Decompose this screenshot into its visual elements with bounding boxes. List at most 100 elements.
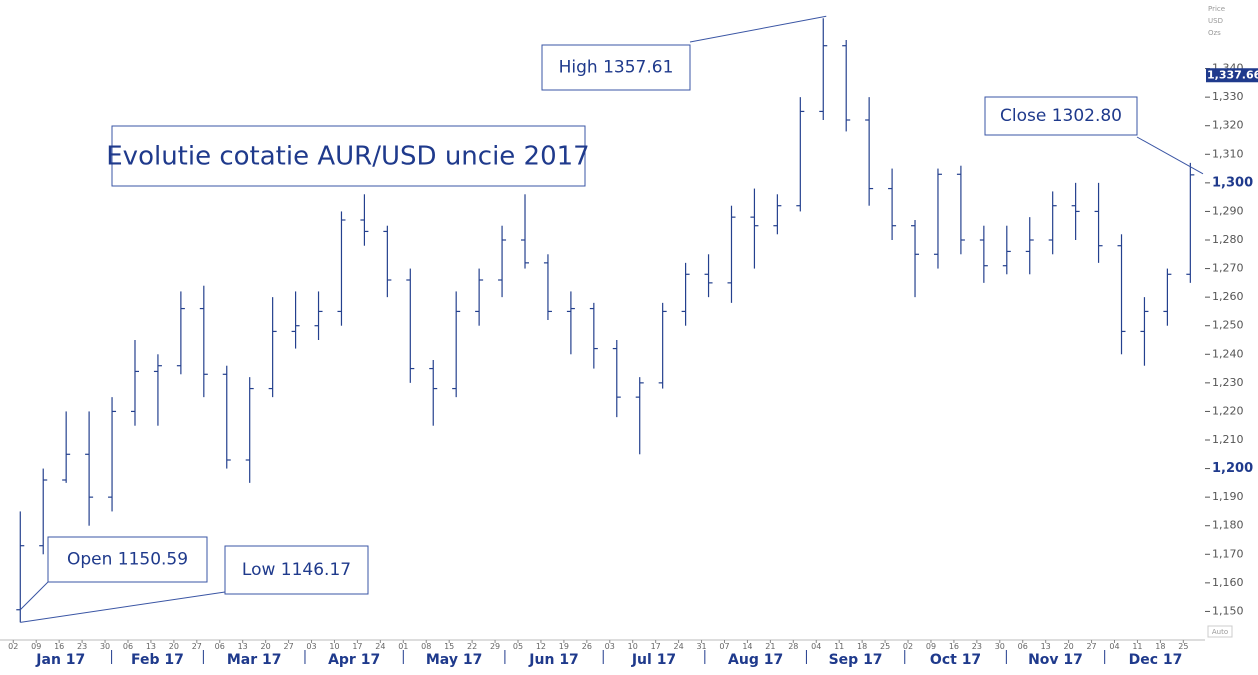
y-tick-label: 1,320 — [1212, 119, 1244, 132]
x-tick-label: 13 — [1041, 642, 1051, 651]
x-tick-label: 09 — [926, 642, 936, 651]
y-tick-label: 1,270 — [1212, 262, 1244, 275]
x-tick-label: 06 — [123, 642, 133, 651]
title-box — [111, 125, 586, 187]
x-tick-label: 20 — [1064, 642, 1074, 651]
y-tick-label: 1,210 — [1212, 433, 1244, 446]
x-tick-label: 27 — [1086, 642, 1096, 651]
x-tick-label: 09 — [31, 642, 41, 651]
x-tick-label: 23 — [77, 642, 87, 651]
x-tick-label: 22 — [467, 642, 477, 651]
x-tick-label: 25 — [1178, 642, 1188, 651]
y-tick-label: 1,280 — [1212, 233, 1244, 246]
x-tick-label: 11 — [1132, 642, 1142, 651]
x-tick-label: 16 — [949, 642, 959, 651]
annotation-line — [19, 581, 49, 611]
annotation: High 1357.61 — [559, 58, 674, 78]
x-tick-label: 17 — [651, 642, 661, 651]
y-tick-label: 1,180 — [1212, 519, 1244, 532]
x-tick-label: 04 — [811, 642, 821, 651]
x-tick-label: 14 — [742, 642, 752, 651]
x-tick-label: 27 — [192, 642, 202, 651]
auto-button[interactable] — [1207, 625, 1233, 638]
y-tick-label: 1,290 — [1212, 204, 1244, 217]
axis-label: Price — [1208, 5, 1225, 13]
x-tick-label: 21 — [765, 642, 775, 651]
chart-title: Evolutie cotatie AUR/USD uncie 2017 — [106, 142, 589, 172]
x-tick-label: 05 — [513, 642, 523, 651]
x-tick-label: 28 — [788, 642, 798, 651]
x-tick-label: 12 — [536, 642, 546, 651]
x-tick-label: 23 — [972, 642, 982, 651]
x-tick-label: 31 — [696, 642, 706, 651]
x-tick-label: 10 — [628, 642, 638, 651]
y-tick-label: 1,260 — [1212, 290, 1244, 303]
month-label: Jul 17 — [631, 652, 676, 668]
x-tick-label: 30 — [995, 642, 1005, 651]
last-price-label: 1,337.66 — [1207, 68, 1258, 81]
x-tick-label: 30 — [100, 642, 110, 651]
x-tick-label: 02 — [8, 642, 18, 651]
x-tick-label: 07 — [719, 642, 729, 651]
x-tick-label: 06 — [1018, 642, 1028, 651]
annotation: Low 1146.17 — [242, 560, 351, 580]
axis-label: USD — [1208, 17, 1223, 25]
annotation: Open 1150.59 — [67, 550, 188, 570]
y-tick-label: 1,330 — [1212, 90, 1244, 103]
annotation-box — [224, 545, 369, 595]
x-tick-label: 19 — [559, 642, 569, 651]
auto-label[interactable]: Auto — [1212, 628, 1228, 636]
annotation-line — [20, 591, 226, 623]
month-label: Jun 17 — [528, 652, 579, 668]
annotation-line — [689, 15, 827, 43]
y-tick-label: 1,150 — [1212, 604, 1244, 617]
y-tick-label: 1,300 — [1212, 175, 1253, 190]
y-tick-label: 1,170 — [1212, 547, 1244, 560]
y-tick-label: 1,190 — [1212, 490, 1244, 503]
x-tick-label: 29 — [490, 642, 500, 651]
x-tick-label: 01 — [398, 642, 408, 651]
x-tick-label: 18 — [857, 642, 867, 651]
x-tick-label: 03 — [605, 642, 615, 651]
month-label: Aug 17 — [728, 652, 783, 668]
x-tick-label: 20 — [261, 642, 271, 651]
y-tick-label: 1,240 — [1212, 347, 1244, 360]
y-tick-label: 1,230 — [1212, 376, 1244, 389]
x-tick-label: 25 — [880, 642, 890, 651]
y-tick-label: 1,250 — [1212, 319, 1244, 332]
x-tick-label: 26 — [582, 642, 592, 651]
x-tick-label: 11 — [834, 642, 844, 651]
y-tick-label: 1,160 — [1212, 576, 1244, 589]
month-label: Feb 17 — [131, 652, 184, 668]
x-tick-label: 10 — [329, 642, 339, 651]
month-label: Dec 17 — [1129, 652, 1183, 668]
x-tick-label: 02 — [903, 642, 913, 651]
x-tick-label: 13 — [146, 642, 156, 651]
month-label: Apr 17 — [328, 652, 380, 668]
x-tick-label: 06 — [215, 642, 225, 651]
last-price-box — [1206, 68, 1258, 83]
month-label: Mar 17 — [227, 652, 282, 668]
y-tick-label: 1,310 — [1212, 147, 1244, 160]
month-label: Jan 17 — [35, 652, 85, 668]
month-label: Nov 17 — [1028, 652, 1083, 668]
annotation-box — [541, 44, 691, 91]
y-tick-label: 1,220 — [1212, 404, 1244, 417]
x-tick-label: 24 — [375, 642, 385, 651]
annotation-box — [984, 96, 1138, 136]
y-tick-label: 1,200 — [1212, 461, 1253, 476]
x-tick-label: 24 — [674, 642, 684, 651]
annotation-box — [47, 536, 208, 583]
x-tick-label: 20 — [169, 642, 179, 651]
x-tick-label: 17 — [352, 642, 362, 651]
annotation: Close 1302.80 — [1000, 106, 1122, 126]
month-label: Oct 17 — [930, 652, 981, 668]
month-label: May 17 — [426, 652, 482, 668]
axis-label: Ozs — [1208, 29, 1221, 37]
month-label: Sep 17 — [829, 652, 883, 668]
x-tick-label: 04 — [1109, 642, 1119, 651]
x-tick-label: 13 — [238, 642, 248, 651]
x-tick-label: 27 — [283, 642, 293, 651]
x-tick-label: 08 — [421, 642, 431, 651]
